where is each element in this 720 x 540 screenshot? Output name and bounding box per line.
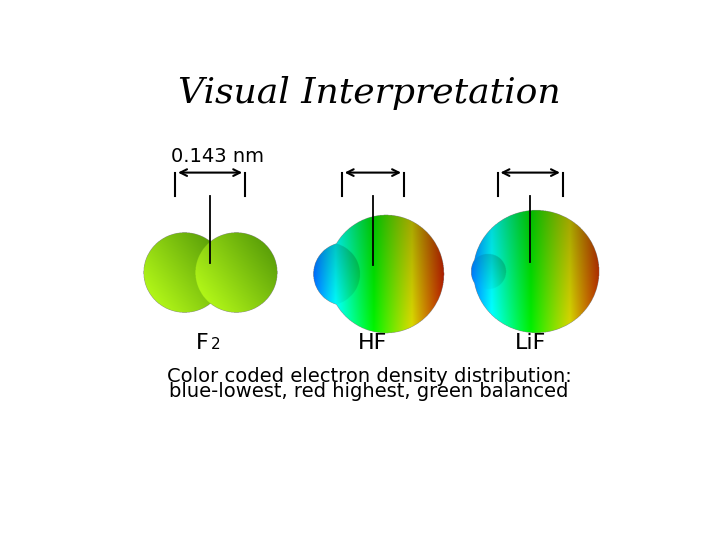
Text: LiF: LiF — [515, 333, 546, 353]
Text: 2: 2 — [211, 336, 220, 352]
Text: Color coded electron density distribution:: Color coded electron density distributio… — [166, 367, 572, 386]
Text: 0.143 nm: 0.143 nm — [171, 147, 264, 166]
Text: F: F — [196, 333, 209, 353]
Text: Visual Interpretation: Visual Interpretation — [178, 76, 560, 110]
Text: HF: HF — [358, 333, 387, 353]
Text: blue-lowest, red highest, green balanced: blue-lowest, red highest, green balanced — [169, 382, 569, 401]
